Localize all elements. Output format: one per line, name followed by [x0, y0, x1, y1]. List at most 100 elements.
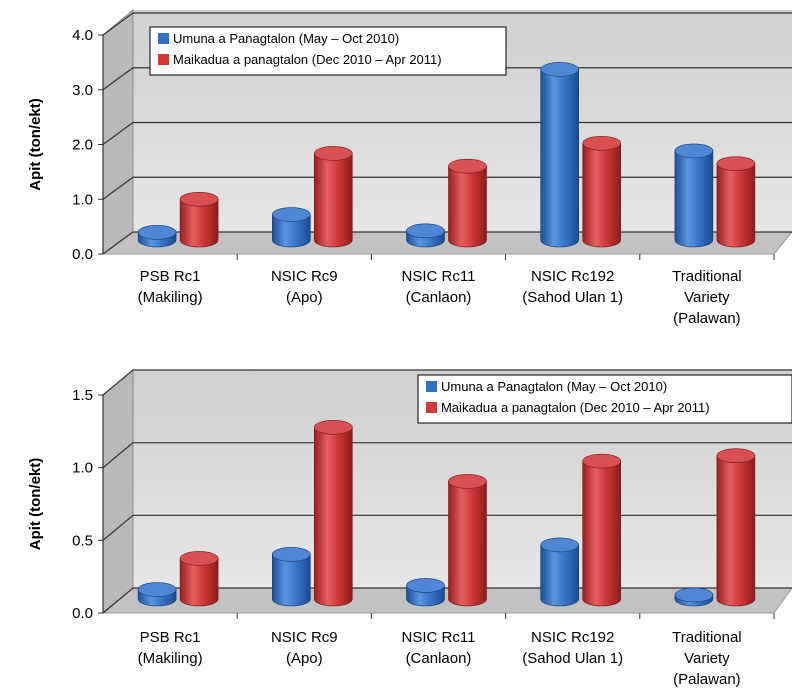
gridline-side	[102, 67, 134, 91]
category-label-line: (Sahod Ulan 1)	[522, 650, 623, 667]
bar-series2	[716, 156, 756, 248]
legend-swatch	[426, 402, 437, 413]
category-label: NSIC Rc192 (Sahod Ulan 1)	[522, 268, 623, 306]
bar-top	[137, 582, 177, 597]
category-label-line: (Canlaon)	[406, 650, 472, 667]
bar-series2	[716, 448, 756, 607]
gridline-side	[102, 369, 134, 396]
bar-body	[179, 198, 219, 248]
category-label: PSB Rc1 (Makiling)	[138, 629, 203, 667]
bar-top	[540, 537, 580, 553]
y-tick-label: 4.0	[72, 27, 93, 44]
gridline-side	[102, 231, 134, 255]
gridline-side	[102, 587, 134, 614]
category-label-line: Variety	[684, 289, 730, 306]
bar-top	[582, 135, 622, 151]
chart-side-wall	[102, 8, 134, 255]
category-label-line: NSIC Rc192	[531, 268, 614, 285]
bar-series2	[179, 191, 219, 248]
category-label: Traditional Variety (Palawan)	[672, 268, 741, 327]
gridline-side	[102, 122, 134, 145]
bar-series1	[137, 225, 177, 248]
bar-body	[540, 69, 579, 248]
category-label-line: Variety	[684, 650, 730, 667]
y-tick-label: 2.0	[72, 137, 93, 154]
category-label-line: (Apo)	[286, 650, 323, 667]
category-label-line: (Makiling)	[138, 650, 203, 667]
y-tick-label: 0.0	[72, 605, 93, 622]
bar-series1	[406, 223, 445, 248]
bar-series2	[582, 135, 622, 248]
legend-label: Umuna a Panagtalon (May – Oct 2010)	[173, 31, 399, 46]
category-label: NSIC Rc11 (Canlaon)	[402, 629, 476, 667]
category-label-line: (Makiling)	[138, 289, 203, 306]
bar-top	[179, 551, 219, 566]
bar-body	[716, 163, 756, 248]
category-label-line: (Sahod Ulan 1)	[522, 289, 623, 306]
bar-top	[406, 578, 445, 593]
bar-series2	[448, 158, 487, 248]
legend-box	[417, 374, 792, 424]
category-label-line: (Canlaon)	[406, 289, 472, 306]
y-tick-label: 1.5	[72, 387, 93, 404]
category-label-line: NSIC Rc192	[531, 629, 614, 646]
gridline-side	[102, 12, 134, 36]
bar-body	[448, 481, 487, 607]
bar-body	[716, 455, 756, 607]
bar-top	[313, 420, 353, 435]
bar-body	[540, 544, 579, 607]
bar-series1	[406, 578, 445, 607]
y-tick-label: 1.0	[72, 460, 93, 477]
bar-body	[272, 554, 311, 607]
bar-series1	[271, 207, 311, 248]
category-label: NSIC Rc11 (Canlaon)	[402, 268, 476, 306]
category-label-line: NSIC Rc11	[402, 629, 476, 646]
y-axis-label: Apit (ton/ekt)	[27, 458, 44, 550]
bar-series1	[674, 587, 714, 607]
gridline-side	[102, 514, 134, 541]
bar-series2	[179, 551, 219, 607]
y-tick-label: 0.0	[72, 246, 93, 263]
chart-side-wall	[102, 368, 134, 615]
legend-label: Umuna a Panagtalon (May – Oct 2010)	[441, 379, 667, 394]
legend-label: Maikadua a panagtalon (Dec 2010 – Apr 20…	[441, 400, 710, 415]
category-label-line: Traditional	[672, 629, 741, 646]
bar-top	[406, 223, 445, 239]
category-label-line: (Palawan)	[673, 671, 741, 688]
category-label-line: (Apo)	[286, 289, 323, 306]
legend: Umuna a Panagtalon (May – Oct 2010) Maika…	[417, 374, 792, 424]
gridline-side	[102, 176, 134, 200]
bar-body	[582, 142, 621, 248]
bar-series1	[540, 537, 580, 607]
bar-series1	[674, 143, 714, 248]
bar-top	[674, 587, 714, 603]
bar-top	[313, 146, 353, 161]
bar-body	[272, 214, 311, 248]
y-tick-label: 0.5	[72, 532, 93, 549]
bar-top	[271, 207, 311, 222]
bar-top	[540, 62, 580, 77]
bar-top	[448, 158, 487, 174]
category-label: NSIC Rc9 (Apo)	[271, 268, 338, 306]
bar-series2	[313, 146, 353, 248]
category-label-line: PSB Rc1	[140, 629, 201, 646]
bar-series2	[448, 474, 487, 607]
bar-body	[448, 165, 487, 248]
y-axis-label: Apit (ton/ekt)	[27, 98, 44, 190]
gridline-side	[102, 442, 134, 469]
bar-top	[582, 453, 622, 469]
category-label: NSIC Rc9 (Apo)	[271, 629, 338, 667]
category-label-line: NSIC Rc9	[271, 268, 338, 285]
bar-top	[674, 143, 714, 159]
bar-top	[716, 156, 756, 171]
category-label-line: NSIC Rc9	[271, 629, 338, 646]
bar-series2	[313, 420, 353, 607]
legend-swatch	[158, 33, 169, 44]
bar-top	[716, 448, 756, 464]
legend-box	[149, 26, 507, 76]
bar-top	[179, 191, 219, 207]
bar-body	[674, 150, 714, 248]
chart-1: 0.0 1.0 2.0 3.0 4.0 Apit (ton/ekt) PSB Rc1 (Mak…	[27, 8, 792, 327]
bar-top	[448, 474, 487, 489]
bar-top	[137, 225, 177, 240]
